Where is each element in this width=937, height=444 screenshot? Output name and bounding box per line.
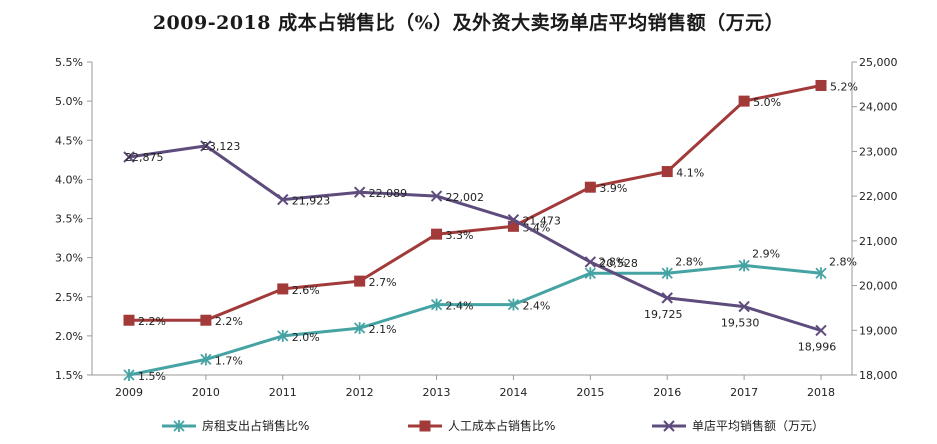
y-right-tick-label: 25,000	[859, 56, 898, 69]
data-label-rent: 2.8%	[829, 255, 857, 268]
y-left-tick-label: 4.0%	[55, 173, 83, 186]
series-point-sales	[661, 292, 673, 304]
series-point-sales	[815, 324, 827, 337]
legend-label-labor: 人工成本占销售比%	[448, 418, 555, 433]
series-point-rent	[277, 329, 289, 342]
data-label-rent: 1.5%	[138, 370, 166, 383]
y-left-tick-label: 1.5%	[55, 369, 83, 382]
data-label-sales: 19,530	[721, 317, 760, 330]
x-tick-label: 2013	[423, 386, 451, 399]
y-left-tick-label: 3.0%	[55, 252, 83, 265]
data-label-labor: 3.9%	[599, 182, 627, 195]
chart-title: 2009-2018 成本占销售比（%）及外资大卖场单店平均销售额（万元）	[152, 12, 785, 34]
x-tick-label: 2016	[653, 386, 681, 399]
data-label-rent: 2.4%	[446, 300, 474, 313]
series-point-sales	[584, 256, 597, 268]
x-tick-label: 2018	[807, 386, 835, 399]
y-left-tick-label: 5.5%	[55, 56, 83, 69]
data-label-sales: 19,725	[644, 308, 683, 321]
y-right-tick-label: 21,000	[859, 235, 898, 248]
data-label-sales: 18,996	[798, 340, 837, 353]
series-line-rent	[128, 263, 822, 377]
y-left-tick-label: 5.0%	[55, 95, 83, 108]
legend-swatch-marker-sales	[663, 420, 675, 432]
series-point-sales	[430, 190, 443, 202]
y-right-tick-label: 20,000	[859, 280, 898, 293]
series-point-labor	[123, 314, 135, 326]
data-label-sales: 22,089	[369, 187, 408, 200]
x-tick-label: 2015	[576, 386, 604, 399]
series-point-labor	[584, 181, 596, 193]
y-left-tick-label: 2.5%	[55, 291, 83, 304]
data-label-sales: 21,473	[522, 215, 561, 228]
x-tick-label: 2014	[499, 386, 527, 399]
y-left-tick-label: 2.0%	[55, 330, 83, 343]
series-point-rent	[661, 267, 673, 280]
data-label-labor: 2.2%	[138, 315, 166, 328]
series-point-labor	[661, 166, 673, 178]
data-label-sales: 20,528	[599, 257, 638, 270]
series-point-rent	[123, 369, 135, 381]
x-tick-label: 2012	[346, 386, 374, 399]
series-point-rent	[200, 353, 212, 366]
series-point-rent	[430, 298, 443, 311]
data-label-labor: 2.2%	[215, 315, 243, 328]
series-point-labor	[815, 79, 827, 91]
x-tick-label: 2009	[115, 386, 143, 399]
y-right-tick-label: 24,000	[859, 101, 898, 114]
series-point-sales	[200, 140, 212, 152]
x-tick-label: 2017	[730, 386, 758, 399]
data-label-rent: 2.8%	[675, 255, 703, 268]
data-label-sales: 22,002	[446, 191, 485, 204]
x-tick-label: 2011	[269, 386, 297, 399]
series-point-labor	[277, 283, 289, 295]
series-point-sales	[123, 151, 135, 163]
y-left-tick-label: 4.5%	[55, 134, 83, 147]
y-left-tick-label: 3.5%	[55, 213, 83, 226]
data-label-rent: 2.4%	[522, 300, 550, 313]
series-point-labor	[431, 228, 443, 240]
data-label-labor: 5.2%	[830, 80, 858, 93]
y-right-tick-label: 22,000	[859, 190, 898, 203]
legend-swatch-marker-rent	[173, 420, 185, 432]
legend-label-sales: 单店平均销售额（万元）	[692, 418, 824, 433]
series-point-sales	[507, 214, 520, 226]
data-label-rent: 1.7%	[215, 354, 243, 367]
y-right-tick-label: 23,000	[859, 145, 898, 158]
x-tick-label: 2010	[192, 386, 220, 399]
data-label-labor: 2.6%	[292, 284, 320, 297]
series-line-sales	[128, 144, 822, 332]
data-label-labor: 3.3%	[446, 229, 474, 242]
data-label-sales: 21,923	[292, 195, 331, 208]
series-point-sales	[738, 300, 750, 313]
series-point-rent	[584, 267, 596, 280]
series-point-rent	[815, 267, 827, 280]
data-label-labor: 4.1%	[676, 167, 704, 180]
data-label-rent: 2.9%	[752, 247, 780, 260]
series-point-labor	[354, 275, 366, 287]
series-line-labor	[129, 84, 822, 322]
series-point-labor	[738, 95, 750, 107]
series-point-rent	[507, 298, 520, 311]
data-label-rent: 2.8%	[598, 255, 626, 268]
data-label-rent: 2.1%	[369, 323, 397, 336]
data-label-rent: 2.0%	[292, 331, 320, 344]
data-label-sales: 23,123	[202, 140, 241, 153]
series-point-rent	[354, 322, 366, 335]
legend-swatch-marker-labor	[419, 420, 431, 432]
data-label-labor: 2.7%	[369, 276, 397, 289]
series-point-sales	[353, 186, 366, 198]
series-point-sales	[277, 193, 289, 206]
y-right-tick-label: 18,000	[859, 369, 898, 382]
series-point-rent	[738, 259, 750, 272]
data-label-sales: 22,875	[125, 151, 164, 164]
legend-label-rent: 房租支出占销售比%	[202, 418, 309, 433]
y-right-tick-label: 19,000	[859, 324, 898, 337]
data-label-labor: 3.4%	[522, 221, 550, 234]
series-point-labor	[200, 314, 212, 326]
data-label-labor: 5.0%	[753, 96, 781, 109]
